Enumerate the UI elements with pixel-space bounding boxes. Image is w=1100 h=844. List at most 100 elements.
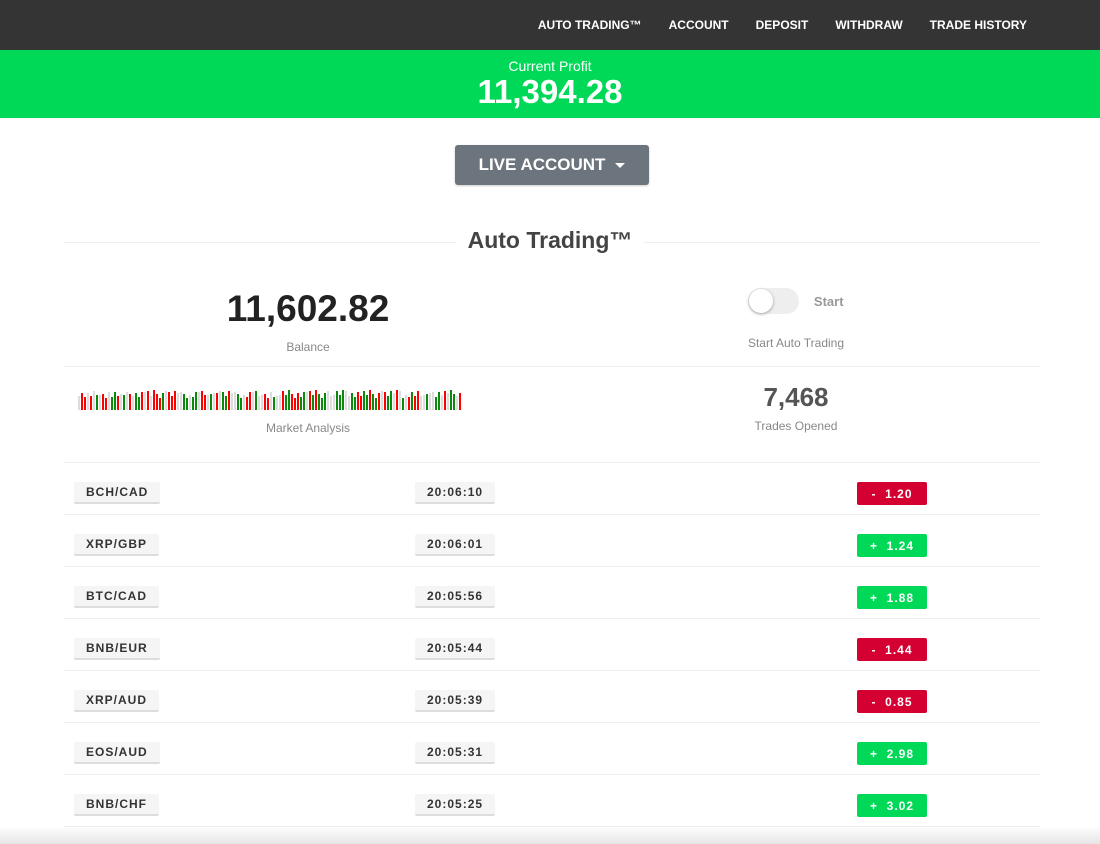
market-bar bbox=[420, 396, 422, 410]
market-bar bbox=[174, 391, 176, 410]
market-bar bbox=[429, 393, 431, 410]
market-bar bbox=[219, 391, 221, 410]
trade-row: BCH/CAD 20:06:10 - 1.20 bbox=[64, 463, 1040, 515]
market-bar bbox=[246, 397, 248, 410]
market-bar bbox=[342, 390, 344, 410]
market-bar bbox=[417, 391, 419, 410]
time-tag: 20:05:44 bbox=[415, 638, 496, 660]
market-bar bbox=[228, 391, 230, 410]
market-bar bbox=[378, 393, 380, 410]
time-tag: 20:06:01 bbox=[415, 534, 496, 556]
time-tag: 20:05:56 bbox=[415, 586, 496, 608]
profit-loss-badge: - 1.44 bbox=[857, 638, 927, 661]
nav-trade-history[interactable]: TRADE HISTORY bbox=[929, 18, 1027, 32]
pair-tag: EOS/AUD bbox=[74, 742, 160, 764]
pair-tag: BNB/CHF bbox=[74, 794, 159, 816]
market-bar bbox=[102, 394, 104, 410]
market-bar bbox=[351, 393, 353, 410]
market-bar bbox=[396, 390, 398, 410]
profit-loss-badge: + 2.98 bbox=[857, 742, 927, 765]
market-bar bbox=[108, 392, 110, 410]
time-tag: 20:05:31 bbox=[415, 742, 496, 764]
market-bar bbox=[171, 396, 173, 410]
market-bar bbox=[300, 397, 302, 410]
market-bar bbox=[438, 392, 440, 410]
market-bar bbox=[204, 395, 206, 410]
market-bar bbox=[327, 391, 329, 410]
market-bar bbox=[306, 392, 308, 410]
toggle-label: Start bbox=[813, 293, 844, 309]
pl-amount: 1.24 bbox=[886, 538, 915, 553]
market-bar bbox=[273, 397, 275, 410]
pl-sign: - bbox=[871, 694, 877, 709]
toggle-caption: Start Auto Trading bbox=[747, 336, 845, 350]
market-bar bbox=[411, 392, 413, 410]
market-bar bbox=[426, 394, 428, 410]
market-bar bbox=[231, 393, 233, 410]
market-bar bbox=[315, 390, 317, 410]
nav-withdraw[interactable]: WITHDRAW bbox=[835, 18, 903, 32]
market-bar bbox=[456, 396, 458, 410]
market-bar bbox=[291, 394, 293, 410]
nav-account[interactable]: ACCOUNT bbox=[668, 18, 729, 32]
market-bar bbox=[363, 391, 365, 410]
market-bar bbox=[240, 398, 242, 410]
market-bar bbox=[96, 395, 98, 410]
market-bar bbox=[309, 391, 311, 410]
market-bar bbox=[234, 392, 236, 410]
market-bar bbox=[441, 395, 443, 410]
market-bar bbox=[168, 392, 170, 410]
market-bar bbox=[81, 393, 83, 410]
market-analysis-bars bbox=[78, 388, 543, 410]
market-bar bbox=[201, 391, 203, 410]
market-bar bbox=[222, 392, 224, 410]
market-bar bbox=[435, 397, 437, 410]
market-bar bbox=[129, 394, 131, 410]
market-bar bbox=[459, 393, 461, 410]
balance-label: Balance bbox=[286, 340, 330, 354]
profit-loss-badge: - 0.85 bbox=[857, 690, 927, 713]
market-bar bbox=[354, 397, 356, 410]
market-bar bbox=[120, 394, 122, 410]
market-bar bbox=[312, 395, 314, 410]
pl-amount: 1.20 bbox=[885, 486, 913, 501]
market-bar bbox=[369, 390, 371, 410]
pair-tag: XRP/AUD bbox=[74, 690, 160, 712]
trade-row: XRP/AUD 20:05:39 - 0.85 bbox=[64, 671, 1040, 723]
market-bar bbox=[267, 398, 269, 410]
market-bar bbox=[372, 394, 374, 410]
market-bar bbox=[189, 395, 191, 410]
live-account-dropdown[interactable]: LIVE ACCOUNT bbox=[455, 145, 649, 185]
nav-auto-trading[interactable]: AUTO TRADING™ bbox=[537, 18, 642, 32]
trade-row: BNB/EUR 20:05:44 - 1.44 bbox=[64, 619, 1040, 671]
market-bar bbox=[255, 391, 257, 410]
trade-row: EOS/AUD 20:05:31 + 2.98 bbox=[64, 723, 1040, 775]
market-bar bbox=[177, 393, 179, 410]
market-bar bbox=[144, 392, 146, 410]
market-bar bbox=[261, 395, 263, 410]
market-bar bbox=[225, 396, 227, 410]
nav-deposit[interactable]: DEPOSIT bbox=[755, 18, 809, 32]
market-bar bbox=[198, 392, 200, 410]
market-bar bbox=[366, 395, 368, 410]
market-bar bbox=[453, 394, 455, 410]
market-bar bbox=[336, 391, 338, 410]
pl-amount: 0.85 bbox=[885, 694, 913, 709]
market-bar bbox=[399, 391, 401, 410]
market-bar bbox=[384, 392, 386, 410]
market-bar bbox=[249, 392, 251, 410]
profit-loss-badge: + 1.88 bbox=[857, 586, 927, 609]
market-bar bbox=[270, 392, 272, 410]
time-tag: 20:06:10 bbox=[415, 482, 496, 504]
auto-trading-toggle[interactable] bbox=[748, 288, 800, 314]
market-bar bbox=[402, 398, 404, 410]
market-bar bbox=[87, 393, 89, 410]
profit-loss-badge: - 1.20 bbox=[857, 482, 927, 505]
market-bar bbox=[165, 391, 167, 410]
market-bar bbox=[285, 395, 287, 410]
market-bar bbox=[345, 391, 347, 410]
market-bar bbox=[150, 396, 152, 410]
market-label: Market Analysis bbox=[265, 421, 351, 435]
market-bar bbox=[93, 391, 95, 410]
market-bar bbox=[135, 393, 137, 410]
